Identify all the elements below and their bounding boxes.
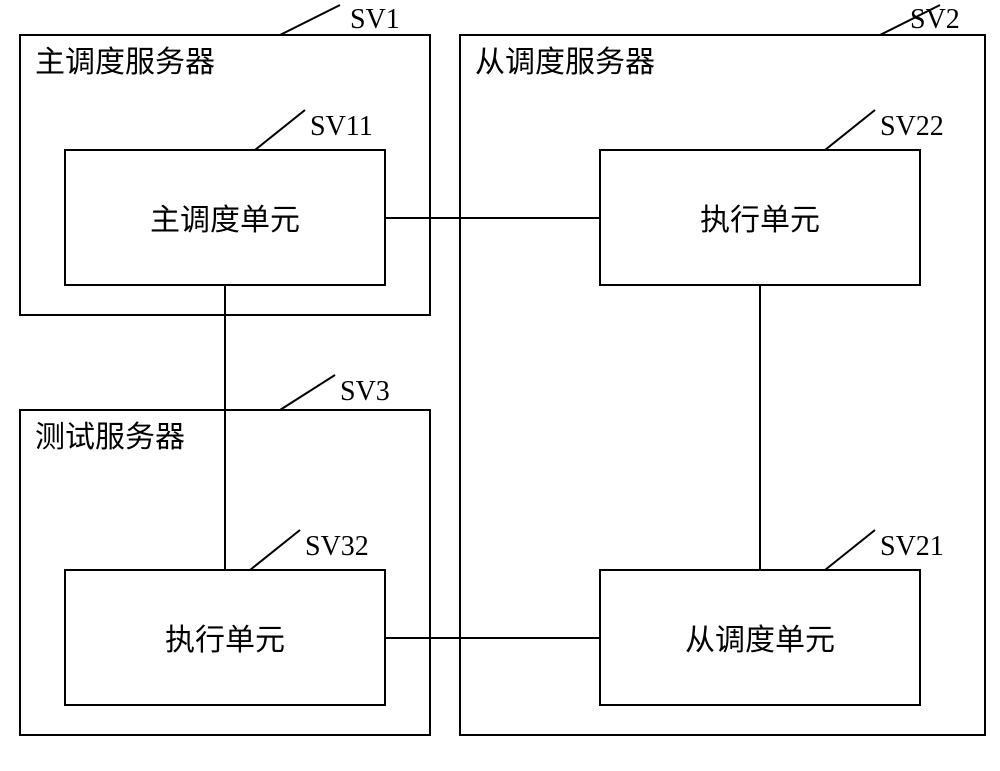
unit-sv21: 从调度单元 [600, 570, 920, 705]
tag-label-sv11: SV11 [310, 111, 373, 142]
unit-sv22: 执行单元 [600, 150, 920, 285]
tag-label-sv3: SV3 [340, 376, 390, 407]
container-sv1-title: 主调度服务器 [35, 46, 215, 79]
tag-label-sv1: SV1 [350, 4, 400, 35]
leader-line-sv1 [280, 5, 340, 35]
tag-label-sv2: SV2 [910, 4, 960, 35]
unit-sv11-label: 主调度单元 [150, 204, 300, 237]
tag-label-sv22: SV22 [880, 111, 944, 142]
leader-line-sv3 [280, 375, 335, 410]
tag-label-sv32: SV32 [305, 531, 369, 562]
leader-line-sv32 [250, 530, 300, 570]
unit-sv32: 执行单元 [65, 570, 385, 705]
leader-line-sv11 [255, 110, 305, 150]
container-sv3-title: 测试服务器 [35, 421, 185, 454]
leaders: SV1 SV2 SV11 SV22 SV3 SV32 SV21 [250, 4, 960, 570]
container-sv2-title: 从调度服务器 [475, 46, 655, 79]
unit-sv22-label: 执行单元 [700, 204, 820, 237]
tag-label-sv21: SV21 [880, 531, 944, 562]
unit-sv11: 主调度单元 [65, 150, 385, 285]
unit-sv32-label: 执行单元 [165, 624, 285, 657]
leader-line-sv21 [825, 530, 875, 570]
unit-sv21-label: 从调度单元 [685, 624, 835, 657]
leader-line-sv22 [825, 110, 875, 150]
